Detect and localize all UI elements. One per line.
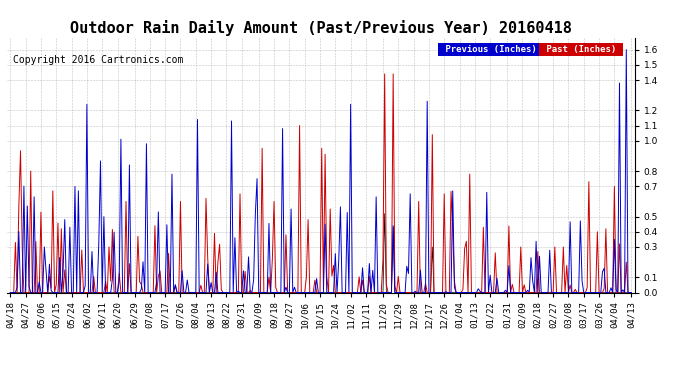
Title: Outdoor Rain Daily Amount (Past/Previous Year) 20160418: Outdoor Rain Daily Amount (Past/Previous… — [70, 20, 572, 36]
Text: Past (Inches): Past (Inches) — [541, 45, 621, 54]
Text: Previous (Inches): Previous (Inches) — [440, 45, 542, 54]
Text: Copyright 2016 Cartronics.com: Copyright 2016 Cartronics.com — [13, 56, 184, 65]
